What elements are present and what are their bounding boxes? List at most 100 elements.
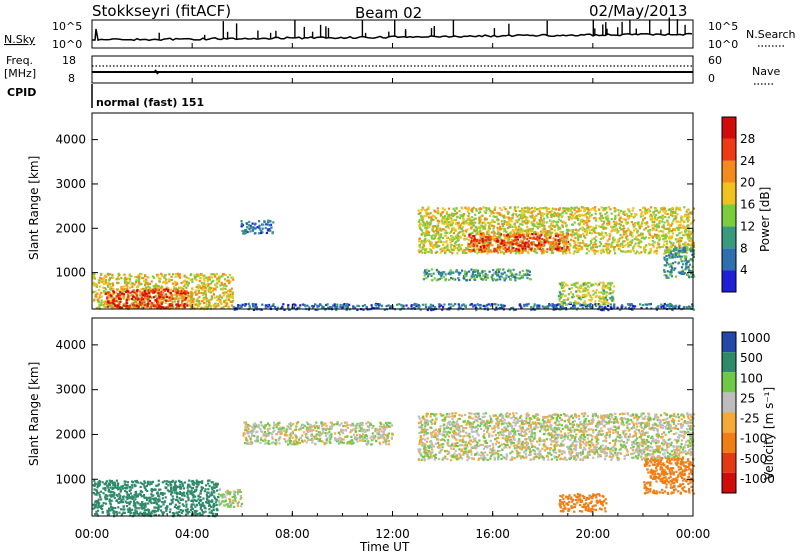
power-cell bbox=[692, 308, 695, 311]
power-cell bbox=[200, 281, 203, 284]
power-cell bbox=[687, 260, 690, 263]
power-cell bbox=[426, 308, 429, 312]
power-cell bbox=[536, 222, 539, 225]
power-cell bbox=[619, 216, 622, 219]
power-cell bbox=[617, 214, 620, 217]
power-cell bbox=[194, 291, 197, 294]
power-cell bbox=[563, 245, 566, 248]
power-cell bbox=[424, 209, 427, 212]
power-cell bbox=[622, 240, 625, 243]
power-cell bbox=[487, 247, 490, 250]
power-cell bbox=[593, 217, 596, 220]
power-cell bbox=[488, 233, 491, 236]
power-cell bbox=[161, 281, 164, 284]
velocity-cell bbox=[98, 479, 101, 483]
power-cell bbox=[110, 300, 113, 303]
power-cell bbox=[559, 237, 562, 240]
power-cell bbox=[466, 210, 469, 213]
cpid-label: CPID bbox=[7, 86, 36, 99]
power-cell bbox=[418, 251, 421, 254]
power-cell bbox=[640, 224, 643, 227]
power-cell bbox=[188, 291, 191, 294]
power-cell bbox=[405, 304, 408, 307]
power-cell bbox=[579, 284, 582, 287]
power-cell bbox=[644, 248, 647, 251]
velocity-cell bbox=[201, 480, 204, 483]
power-cell bbox=[356, 308, 359, 311]
power-cell bbox=[605, 218, 608, 221]
power-cell bbox=[487, 230, 490, 233]
power-cell bbox=[585, 252, 588, 255]
power-cell bbox=[589, 295, 592, 298]
power-cell bbox=[202, 302, 205, 305]
power-cell bbox=[615, 220, 618, 224]
power-cell bbox=[421, 251, 424, 254]
power-cell bbox=[421, 218, 424, 221]
power-cell bbox=[520, 276, 523, 279]
power-cell bbox=[682, 224, 685, 227]
power-cell bbox=[528, 246, 531, 249]
power-cell bbox=[538, 243, 541, 247]
power-cell bbox=[459, 306, 462, 310]
power-cell bbox=[572, 233, 575, 236]
velocity-cell bbox=[138, 507, 141, 510]
power-cell bbox=[667, 249, 670, 252]
power-cell bbox=[655, 224, 658, 227]
power-cell bbox=[433, 225, 436, 228]
power-cell bbox=[448, 278, 451, 281]
power-cell bbox=[99, 294, 102, 297]
power-cell bbox=[530, 248, 533, 251]
power-cell bbox=[614, 229, 617, 232]
power-cell bbox=[490, 224, 493, 227]
velocity-cell bbox=[160, 509, 163, 512]
power-cell bbox=[282, 303, 285, 306]
power-cell bbox=[122, 293, 126, 296]
power-cell bbox=[607, 248, 610, 251]
power-cell bbox=[687, 265, 690, 268]
power-cell bbox=[579, 285, 582, 289]
power-cell bbox=[530, 241, 533, 244]
power-cell bbox=[570, 283, 573, 286]
noise-tick-top-left: 10^5 bbox=[52, 20, 82, 33]
power-cell bbox=[607, 282, 610, 285]
power-cell bbox=[557, 235, 560, 238]
power-cell bbox=[687, 268, 690, 271]
power-cell bbox=[463, 251, 466, 254]
power-cell bbox=[431, 245, 434, 248]
power-cell bbox=[260, 230, 263, 233]
power-cell bbox=[536, 304, 539, 307]
power-cell bbox=[482, 235, 485, 238]
power-cell bbox=[584, 230, 587, 233]
power-cell bbox=[418, 226, 422, 229]
power-cell bbox=[440, 218, 444, 221]
power-cell bbox=[622, 244, 625, 248]
power-cell bbox=[681, 216, 684, 219]
power-cell bbox=[127, 305, 130, 308]
power-cell bbox=[665, 235, 668, 238]
velocity-cell bbox=[154, 488, 157, 491]
power-cell bbox=[583, 300, 586, 303]
power-cell bbox=[592, 226, 595, 229]
power-cell bbox=[521, 241, 524, 244]
power-cell bbox=[458, 305, 461, 308]
power-cell bbox=[165, 288, 168, 291]
power-cell bbox=[156, 275, 159, 278]
power-cell bbox=[107, 291, 110, 294]
power-cell bbox=[292, 306, 295, 309]
power-cell bbox=[455, 207, 458, 210]
power-cell bbox=[145, 293, 148, 296]
power-cell bbox=[689, 258, 692, 261]
power-cell bbox=[422, 232, 425, 235]
power-cell bbox=[522, 273, 526, 276]
power-cell bbox=[482, 236, 485, 239]
power-cell bbox=[579, 248, 582, 251]
power-cell bbox=[692, 249, 696, 252]
power-cell bbox=[175, 306, 178, 309]
power-cell bbox=[422, 244, 426, 247]
power-cell bbox=[122, 303, 125, 306]
power-cell bbox=[507, 270, 510, 273]
power-cell bbox=[117, 272, 120, 275]
power-cell bbox=[534, 251, 537, 254]
velocity-cell bbox=[191, 507, 194, 510]
power-cell bbox=[473, 277, 476, 280]
